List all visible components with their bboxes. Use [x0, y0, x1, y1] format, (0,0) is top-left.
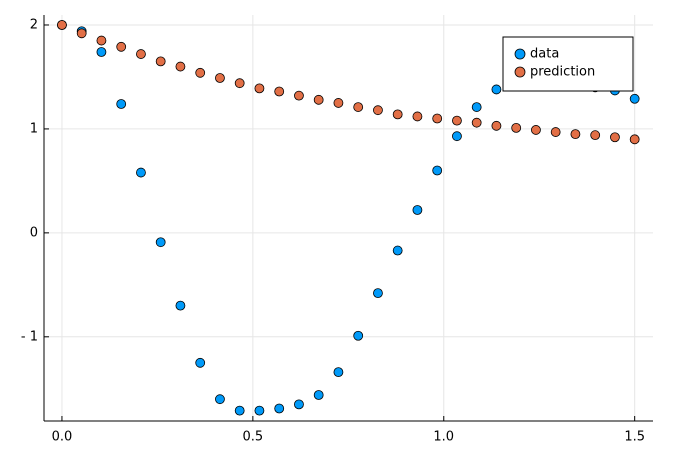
point: [313, 94, 324, 105]
point: [195, 67, 206, 78]
point: [491, 120, 502, 131]
point: [96, 47, 107, 57]
point: [373, 288, 383, 299]
point: [215, 394, 225, 405]
y-tick-label: - 1: [21, 329, 38, 344]
x-tick-label: 1.5: [624, 430, 645, 445]
point: [452, 115, 462, 126]
legend-marker: [514, 66, 526, 78]
point: [175, 61, 186, 72]
legend-label: prediction: [530, 65, 595, 80]
point: [254, 83, 265, 94]
legend: data prediction: [502, 36, 634, 92]
point: [570, 129, 581, 140]
point: [136, 49, 146, 59]
point: [471, 102, 482, 112]
point: [234, 405, 245, 416]
y-tick-label: 2: [30, 17, 38, 32]
point: [531, 125, 541, 135]
point: [254, 405, 265, 416]
point: [294, 90, 304, 101]
point: [392, 109, 403, 120]
point: [215, 73, 225, 83]
point: [392, 245, 403, 256]
point: [471, 117, 482, 128]
point: [155, 237, 166, 248]
point: [76, 28, 87, 39]
legend-marker: [514, 48, 526, 60]
point: [136, 167, 146, 178]
point: [432, 113, 443, 124]
point: [412, 205, 423, 215]
point: [590, 130, 601, 141]
point: [96, 35, 107, 46]
point: [353, 102, 364, 112]
point: [610, 132, 620, 143]
point: [491, 84, 502, 95]
x-tick-label: 1.0: [433, 430, 454, 445]
point: [629, 134, 640, 145]
point: [333, 98, 344, 108]
point: [234, 78, 245, 89]
point: [195, 357, 206, 368]
point: [116, 41, 127, 52]
point: [550, 127, 561, 137]
legend-box: [502, 36, 634, 92]
point: [511, 122, 522, 133]
point: [373, 105, 383, 116]
point: [313, 390, 324, 400]
point: [432, 165, 443, 176]
point: [294, 399, 304, 410]
legend-label: data: [530, 47, 559, 62]
point: [116, 99, 127, 109]
point: [629, 93, 640, 104]
point: [333, 367, 344, 378]
point: [412, 111, 423, 122]
point: [155, 56, 166, 67]
point: [452, 131, 462, 142]
y-tick-label: 1: [30, 121, 38, 136]
y-tick-label: 0: [30, 225, 38, 240]
point: [57, 20, 67, 30]
x-tick-label: 0.5: [243, 430, 264, 445]
point: [175, 300, 186, 311]
x-tick-label: 0.0: [52, 430, 73, 445]
point: [274, 86, 285, 97]
point: [353, 330, 364, 341]
point: [274, 403, 285, 414]
